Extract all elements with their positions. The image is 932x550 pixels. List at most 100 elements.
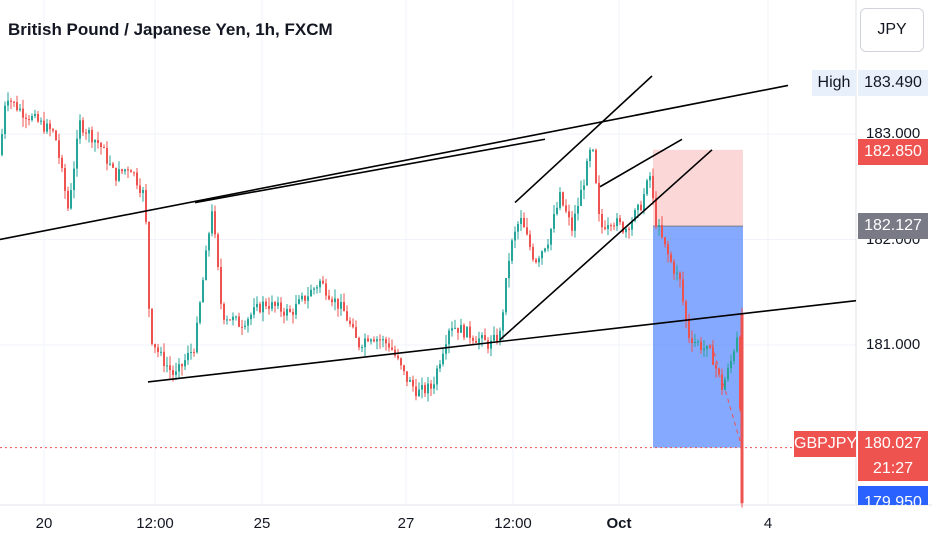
candle-body [385, 339, 387, 344]
candle-body [43, 120, 45, 132]
candle-body [316, 287, 318, 289]
candle-body [511, 240, 513, 261]
candle-body [541, 251, 543, 259]
candle-body [223, 303, 225, 320]
candle-body [736, 337, 738, 352]
candle-body [730, 361, 732, 368]
candle-body [712, 347, 714, 365]
candle-body [514, 231, 516, 241]
candle-body [415, 386, 417, 397]
candle-body [355, 327, 357, 338]
candle-body [421, 385, 423, 390]
x-tick-label: 4 [763, 515, 773, 532]
candle-body [664, 237, 666, 245]
candle-body [211, 211, 213, 234]
candle-body [148, 221, 150, 309]
candle-body [643, 194, 645, 211]
candle-body [439, 364, 441, 369]
trendline [514, 75, 653, 204]
candle-body [589, 149, 591, 162]
candle-body [709, 345, 711, 348]
chart-title: British Pound / Japanese Yen, 1h, FXCM [8, 20, 333, 39]
candle-body [181, 364, 183, 367]
candle-body [109, 163, 111, 165]
candle-body [301, 295, 303, 300]
candle-body [700, 341, 702, 351]
candle-body [451, 328, 453, 331]
candle-body [325, 283, 327, 296]
candle-body [190, 352, 192, 354]
candle-body [79, 120, 81, 139]
candle-body [715, 364, 717, 369]
candle-body [652, 176, 654, 199]
x-tick-label: 20 [35, 515, 53, 532]
trendlines [0, 75, 857, 383]
candle-body [499, 330, 501, 342]
candle-body [670, 254, 672, 262]
candle-body [229, 319, 231, 321]
candle-body [259, 303, 261, 313]
candle-body [217, 234, 219, 267]
candle-body [157, 347, 159, 353]
candle-body [91, 129, 93, 143]
candle-body [94, 140, 96, 143]
candle-body [682, 279, 684, 302]
candle-body [112, 163, 114, 168]
candle-body [214, 211, 216, 235]
candle-body [295, 303, 297, 315]
candle-body [121, 169, 123, 172]
candle-body [163, 351, 165, 366]
candle-body [661, 225, 663, 238]
symbol-tag: GBPJPY [794, 431, 857, 457]
candle-body [289, 309, 291, 312]
candle-body [178, 364, 180, 372]
candle-body [733, 351, 735, 362]
candle-body [193, 352, 195, 354]
candle-body [352, 323, 354, 328]
candle-body [343, 302, 345, 312]
candle-body [220, 266, 222, 304]
candle-body [313, 288, 315, 290]
candle-body [298, 299, 300, 304]
candle-body [133, 172, 135, 174]
candle-body [256, 303, 258, 308]
candle-body [244, 325, 246, 327]
candle-body [649, 176, 651, 181]
candle-body [418, 389, 420, 397]
candle-body [184, 360, 186, 367]
candle-body [556, 207, 558, 215]
candle-body [40, 120, 42, 122]
projection-line [711, 344, 743, 448]
candle-body [160, 351, 162, 353]
candle-body [364, 338, 366, 348]
candle-body [349, 320, 351, 324]
candle-body [538, 258, 540, 263]
candle-body [547, 244, 549, 249]
candle-body [28, 119, 30, 121]
candle-body [139, 185, 141, 193]
candle-body [268, 306, 270, 309]
candle-body [310, 289, 312, 297]
candle-body [154, 343, 156, 348]
candle-body [22, 108, 24, 118]
candle-body [52, 129, 54, 131]
candle-body [727, 367, 729, 380]
candle-body [169, 365, 171, 371]
candle-body [574, 213, 576, 231]
candle-body [70, 190, 72, 209]
candle-body [37, 114, 39, 122]
candle-body [202, 280, 204, 303]
candle-body [73, 168, 75, 191]
candle-body [565, 205, 567, 212]
candle-body [388, 343, 390, 348]
candle-body [436, 368, 438, 385]
candle-body [337, 298, 339, 309]
candle-body [454, 327, 456, 329]
candle-body [367, 338, 369, 342]
x-tick-label: Oct [606, 515, 632, 532]
currency-button[interactable]: JPY [860, 8, 924, 52]
candle-body [199, 302, 201, 323]
candle-body [67, 190, 69, 209]
candle-body [502, 312, 504, 331]
